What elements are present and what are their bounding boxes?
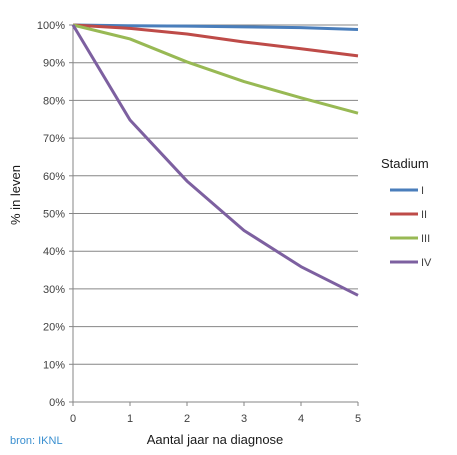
legend-label-II: II (421, 209, 427, 221)
x-tick-labels: 0 1 2 3 4 5 (70, 413, 361, 425)
axes (69, 24, 359, 406)
legend-label-III: III (421, 233, 430, 245)
legend-title: Stadium (381, 156, 429, 171)
series-line-III (72, 23, 359, 115)
y-tick-label: 60% (43, 171, 65, 183)
legend-label-I: I (421, 185, 424, 197)
series-line-I (72, 23, 359, 32)
y-tick-label: 100% (37, 20, 65, 32)
y-tick-label: 40% (43, 246, 65, 258)
x-tick-label: 4 (298, 413, 304, 425)
y-tick-label: 90% (43, 58, 65, 70)
y-tick-label: 10% (43, 359, 65, 371)
y-tick-label: 50% (43, 209, 65, 221)
y-tick-labels: 0% 10% 20% 30% 40% 50% 60% 70% 80% 90% 100% (37, 20, 65, 409)
series-lines (71, 23, 359, 297)
x-tick-label: 1 (127, 413, 133, 425)
x-axis-title: Aantal jaar na diagnose (147, 432, 284, 447)
y-tick-label: 20% (43, 322, 65, 334)
y-tick-label: 30% (43, 284, 65, 296)
y-tick-label: 80% (43, 95, 65, 107)
x-tick-label: 2 (184, 413, 190, 425)
y-axis-title: % in leven (8, 165, 23, 225)
x-tick-label: 5 (355, 413, 361, 425)
source-note: bron: IKNL (10, 435, 63, 447)
legend-label-IV: IV (421, 257, 432, 269)
y-tick-label: 0% (49, 397, 65, 409)
series-line-IV (71, 24, 359, 297)
x-tick-label: 0 (70, 413, 76, 425)
y-tick-label: 70% (43, 133, 65, 145)
series-line-II (72, 23, 359, 58)
x-tick-label: 3 (241, 413, 247, 425)
gridlines (73, 24, 358, 365)
